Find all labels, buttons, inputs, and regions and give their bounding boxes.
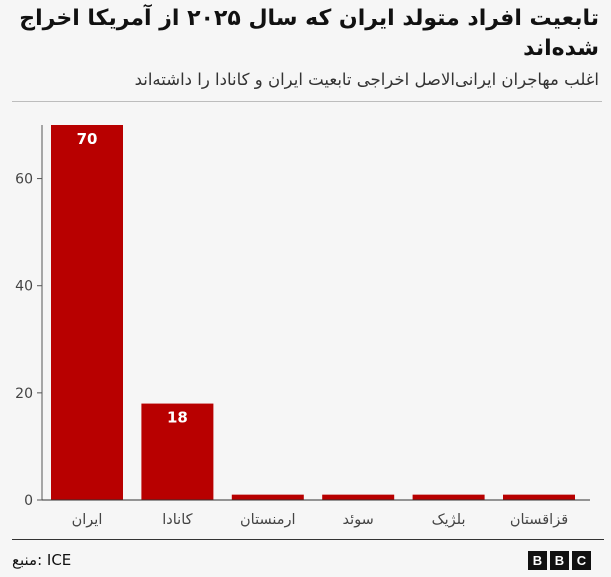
x-category-label: بلژیک bbox=[432, 512, 466, 528]
x-category-label: ارمنستان bbox=[240, 512, 296, 528]
x-category-label: کانادا bbox=[162, 512, 192, 528]
chart-subtitle: اغلب مهاجران ایرانی‌الاصل اخراجی تابعیت … bbox=[134, 70, 599, 89]
bar-data-label: 18 bbox=[167, 409, 188, 427]
source-note: منبع: ICE bbox=[12, 551, 72, 569]
chart-title: تابعیت افراد متولد ایران که سال ۲۰۲۵ از … bbox=[19, 6, 599, 61]
bar bbox=[322, 494, 395, 500]
y-tick-label: 0 bbox=[24, 493, 33, 509]
bar bbox=[51, 125, 123, 500]
bbc-logo-letter: B bbox=[528, 551, 547, 570]
y-tick-label: 60 bbox=[15, 172, 33, 188]
x-category-label: سوئد bbox=[343, 512, 374, 528]
y-tick-label: 40 bbox=[15, 279, 33, 295]
y-tick-label: 20 bbox=[15, 386, 33, 402]
bar bbox=[231, 494, 304, 500]
bar-data-label: 70 bbox=[77, 130, 98, 148]
bar-chart: 0 20 40 60 70 ایران 18 کانادا ارمنستان سوئد بلژیک ق… bbox=[15, 125, 590, 528]
x-category-label: ایران bbox=[72, 512, 103, 528]
bbc-logo-letter: B bbox=[550, 551, 569, 570]
footer-divider bbox=[12, 539, 604, 540]
bar bbox=[503, 494, 575, 500]
bbc-logo: B B C bbox=[528, 551, 591, 570]
bar bbox=[412, 494, 485, 500]
header-divider bbox=[12, 101, 602, 102]
bbc-logo-letter: C bbox=[572, 551, 591, 570]
bar bbox=[141, 403, 214, 500]
x-category-label: قزاقستان bbox=[510, 512, 568, 528]
